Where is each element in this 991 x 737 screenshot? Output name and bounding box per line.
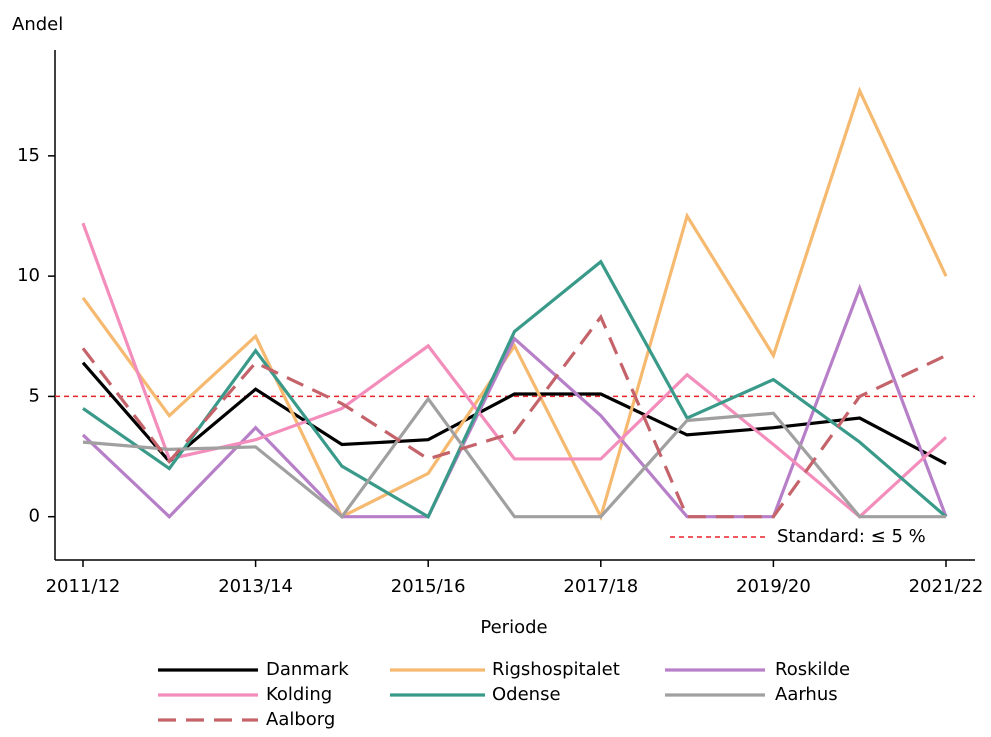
legend-label: Aalborg	[266, 709, 335, 730]
x-tick-label: 2017/18	[563, 576, 638, 597]
reference-label: Standard: ≤ 5 %	[777, 526, 926, 547]
x-axis-label: Periode	[480, 617, 547, 638]
series-line	[81, 361, 947, 466]
y-axis-label: Andel	[12, 14, 63, 35]
y-tick-label: 10	[17, 265, 40, 286]
x-tick-label: 2013/14	[218, 576, 293, 597]
legend-label: Kolding	[266, 684, 332, 705]
legend-label: Aarhus	[775, 684, 838, 705]
y-tick-label: 5	[29, 385, 40, 406]
series-line	[82, 396, 946, 519]
legend-label: Rigshospitalet	[492, 659, 620, 680]
x-tick-label: 2019/20	[736, 576, 811, 597]
x-tick-label: 2021/22	[909, 576, 984, 597]
series-line	[81, 313, 947, 519]
legend-label: Odense	[492, 684, 561, 705]
x-tick-label: 2011/12	[46, 576, 121, 597]
series-line	[81, 283, 948, 519]
legend-label: Roskilde	[775, 659, 850, 680]
series-line	[81, 86, 948, 522]
y-tick-label: 0	[29, 506, 40, 527]
legend-label: Danmark	[266, 659, 349, 680]
series-line	[82, 259, 948, 519]
y-tick-label: 15	[17, 145, 40, 166]
series-line	[81, 222, 948, 519]
x-tick-label: 2015/16	[391, 576, 466, 597]
